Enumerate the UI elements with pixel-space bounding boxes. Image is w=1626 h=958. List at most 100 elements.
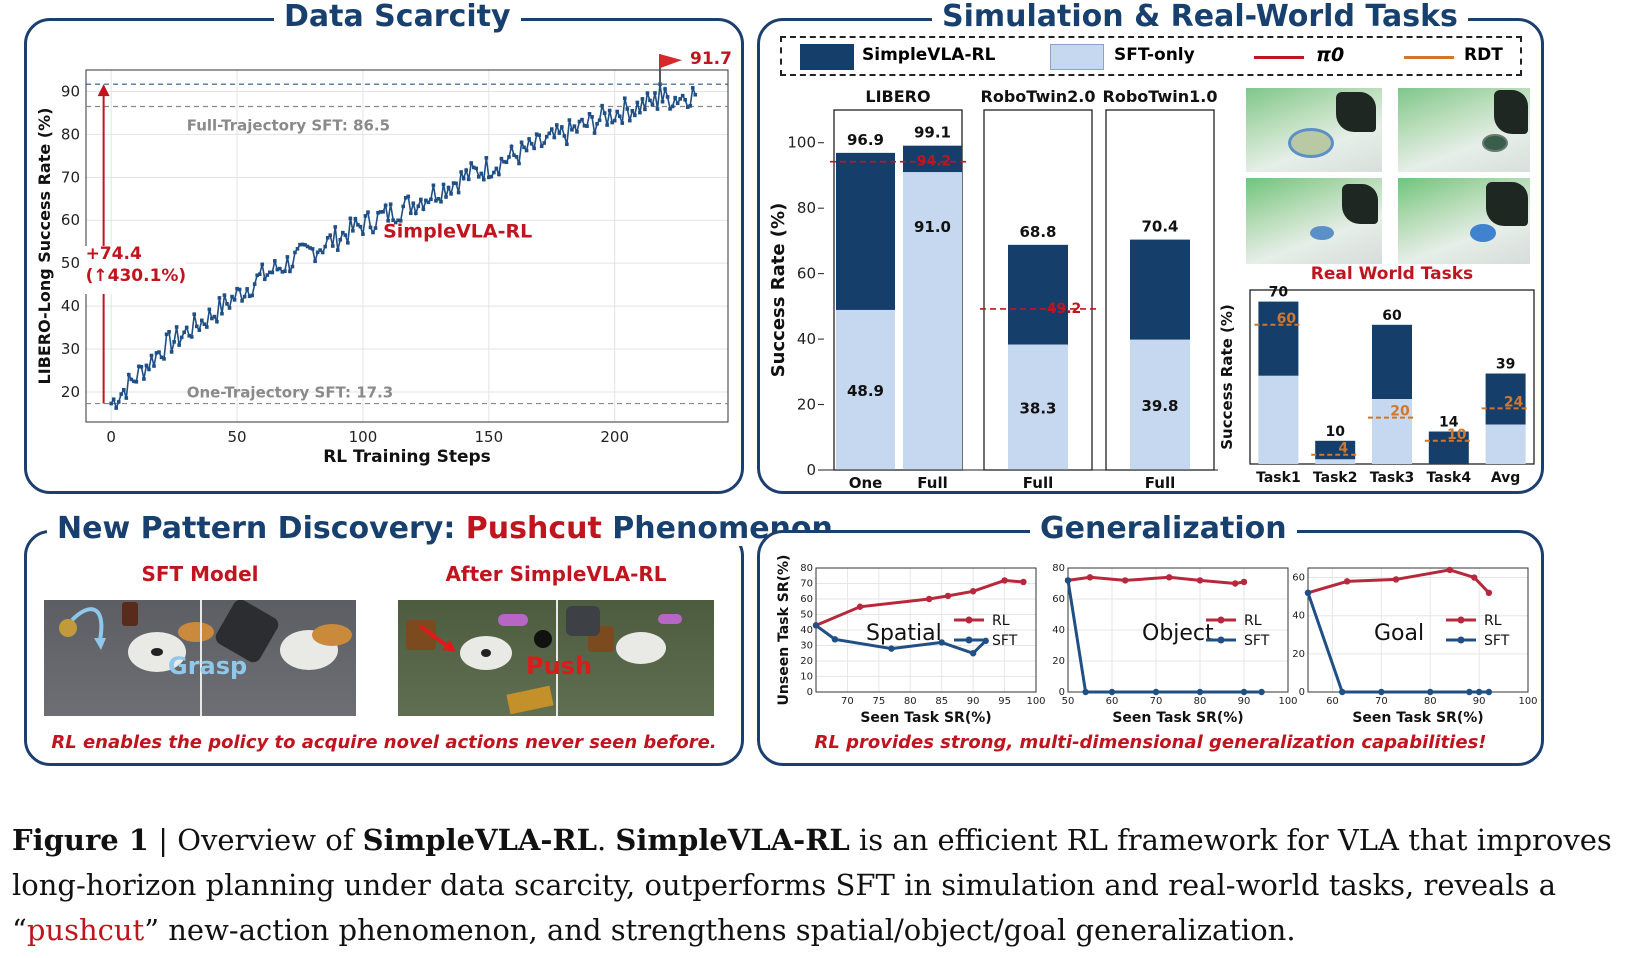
y-tick-label: 60 xyxy=(61,211,80,229)
y-tick-label: 20 xyxy=(61,383,80,401)
rl-data-point xyxy=(300,242,305,247)
rl-data-point xyxy=(124,396,129,400)
rl-data-point xyxy=(635,100,640,105)
rl-data-point xyxy=(134,380,139,384)
x-tick-label: 60 xyxy=(1106,696,1119,707)
rl-data-point xyxy=(650,103,655,107)
rl-data-point xyxy=(303,243,307,247)
rl-data-point xyxy=(333,225,338,229)
rl-series-point xyxy=(944,592,952,600)
rdt-value-label: 60 xyxy=(1277,311,1297,327)
rl-data-point xyxy=(439,199,443,204)
rl-data-point xyxy=(305,244,310,249)
rdt-value-label: 10 xyxy=(1447,427,1467,443)
rl-data-point xyxy=(590,115,594,119)
sft-value-label: 39.8 xyxy=(1141,397,1178,415)
y-tick-label: 0 xyxy=(1059,687,1065,698)
pi0-value-label: 94.2 xyxy=(917,154,952,170)
rl-data-point xyxy=(595,122,599,126)
robot-arm xyxy=(1486,182,1528,226)
rl-data-point xyxy=(220,311,224,316)
rl-data-point xyxy=(262,277,267,282)
rl-value-label: 14 xyxy=(1439,415,1459,431)
rl-data-point xyxy=(391,218,395,222)
x-axis-label: Seen Task SR(%) xyxy=(1112,710,1243,726)
rl-data-point xyxy=(605,123,609,127)
rl-data-point xyxy=(217,296,222,300)
rl-data-point xyxy=(371,230,375,235)
rl-data-point xyxy=(290,264,295,269)
rl-data-point xyxy=(663,87,667,91)
sft-series-point xyxy=(1258,688,1265,696)
x-category-label: Task4 xyxy=(1427,470,1472,486)
sft-bar-segment xyxy=(1372,399,1412,464)
x-tick-label: 80 xyxy=(904,696,917,707)
rl-data-point xyxy=(318,248,322,252)
group-title: RoboTwin2.0 xyxy=(981,87,1096,106)
sim-real-title: Simulation & Real-World Tasks xyxy=(932,0,1468,34)
x-tick-label: 70 xyxy=(1375,696,1388,707)
rl-data-point xyxy=(119,392,124,396)
x-tick-label: 80 xyxy=(1194,696,1207,707)
rl-data-point xyxy=(383,203,388,208)
rl-data-point xyxy=(582,123,587,128)
legend-rl-label: RL xyxy=(992,613,1010,629)
rl-series-point xyxy=(1485,589,1493,596)
rl-data-point xyxy=(346,241,350,245)
legend-sft-label: SFT xyxy=(1244,633,1270,649)
rl-data-point xyxy=(565,142,569,147)
ball xyxy=(534,630,552,648)
rl-data-point xyxy=(607,108,612,113)
sft-bar-segment xyxy=(1258,375,1299,464)
rl-data-point xyxy=(275,267,280,272)
rl-data-point xyxy=(547,131,552,136)
rl-data-point xyxy=(121,387,126,392)
legend-simplevla-label: SimpleVLA-RL xyxy=(862,45,996,65)
rl-data-point xyxy=(313,259,317,264)
legend-rl-label: RL xyxy=(1244,613,1262,629)
rl-series-point xyxy=(1086,574,1094,581)
legend-rl-marker xyxy=(1457,616,1465,624)
rl-series-point xyxy=(1020,578,1027,586)
after-rl-photo: Push xyxy=(398,600,714,716)
y-axis-label: Success Rate (%) xyxy=(768,203,789,378)
rl-data-point xyxy=(149,353,154,358)
rl-data-point xyxy=(633,113,637,118)
gripper xyxy=(566,606,600,636)
rl-data-point xyxy=(192,312,197,316)
x-tick-label: 75 xyxy=(872,696,885,707)
rl-data-point xyxy=(492,170,496,175)
pushcut-banner: RL enables the policy to acquire novel a… xyxy=(51,732,717,753)
y-tick-label: 80 xyxy=(1052,563,1065,574)
plate-center xyxy=(151,648,163,656)
y-tick-label: 60 xyxy=(797,265,816,283)
rl-data-point xyxy=(449,192,453,196)
x-tick-label: 70 xyxy=(841,696,854,707)
rl-data-point xyxy=(673,95,677,100)
rl-data-point xyxy=(502,159,506,164)
x-axis-label: RL Training Steps xyxy=(323,447,491,467)
rl-data-point xyxy=(683,98,687,102)
rl-data-point xyxy=(562,134,567,138)
sft-bar-segment xyxy=(1485,424,1526,464)
y-tick-label: 0 xyxy=(807,687,813,698)
x-category-label: One xyxy=(849,474,883,492)
y-tick-label: 20 xyxy=(800,656,813,667)
robot-arm xyxy=(1342,184,1378,224)
rl-data-point xyxy=(408,211,413,216)
sft-series-point xyxy=(1475,688,1483,696)
divider xyxy=(200,600,202,716)
rl-data-point xyxy=(436,197,441,201)
rl-data-point xyxy=(628,118,632,123)
rl-data-point xyxy=(310,247,315,251)
caption-text2: is an efficient RL framework for VLA tha… xyxy=(12,823,1612,947)
x-tick-label: 100 xyxy=(1518,696,1537,707)
y-tick-label: 90 xyxy=(61,82,80,100)
pushcut-title: New Pattern Discovery: Pushcut Phenomeno… xyxy=(47,512,843,546)
rl-data-point xyxy=(152,364,156,368)
rl-data-point xyxy=(555,123,559,127)
data-scarcity-chart: 0 50 100 150 200 20 30 40 50 60 70 80 90 RL Training … xyxy=(35,49,732,467)
group-title: RoboTwin1.0 xyxy=(1103,87,1218,106)
legend-sft-label: SFT-only xyxy=(1114,45,1195,65)
x-tick-label: 90 xyxy=(1238,696,1251,707)
